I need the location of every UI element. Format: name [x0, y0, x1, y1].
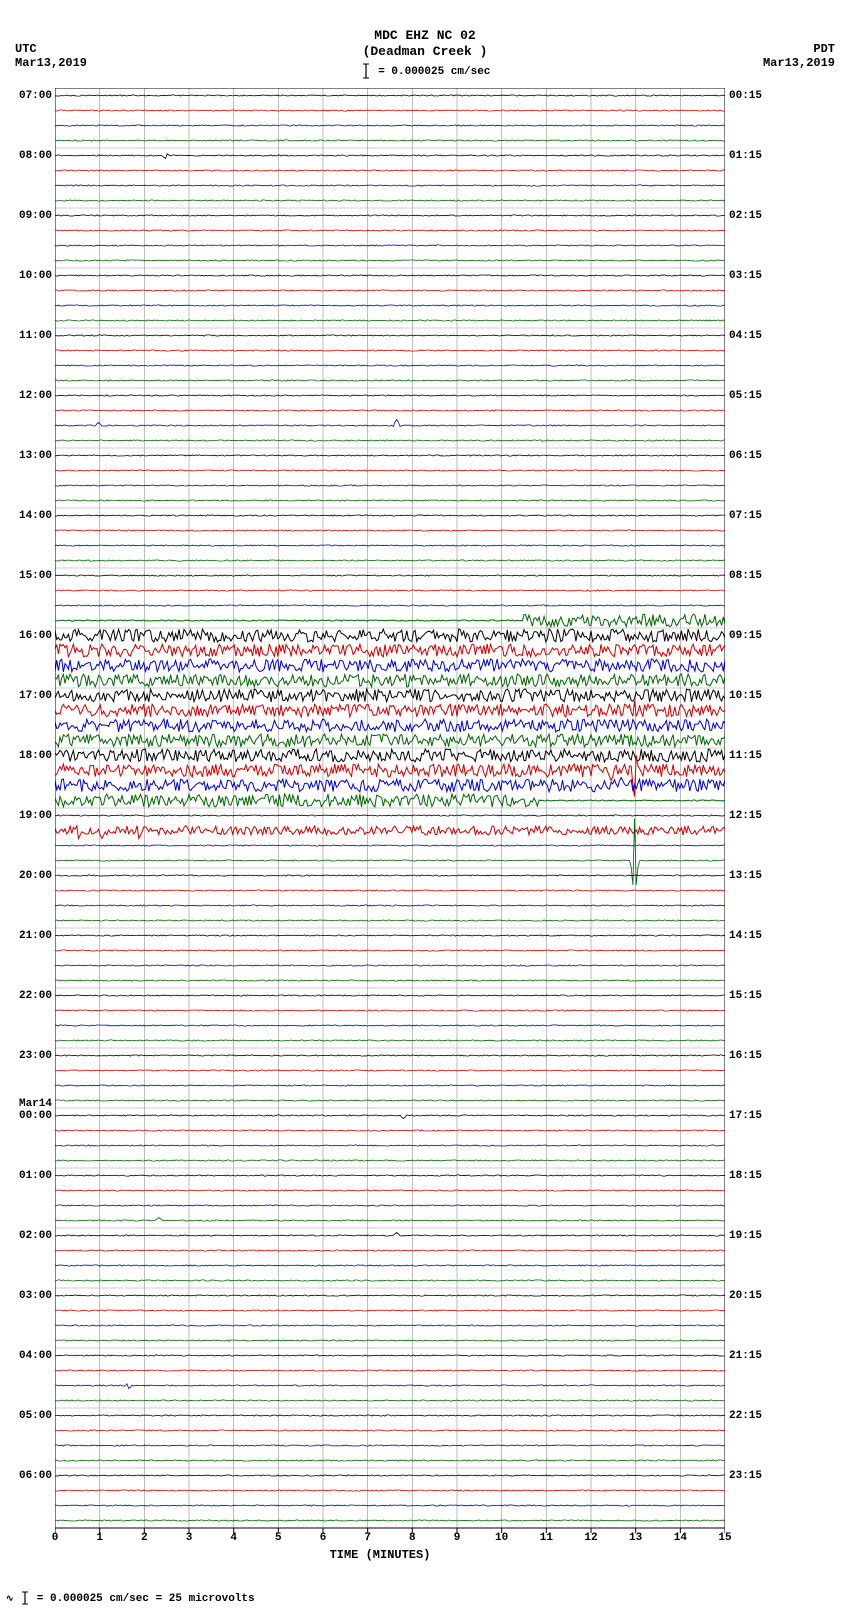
utc-time-label: 02:00: [4, 1230, 52, 1242]
pdt-time-label: 20:15: [729, 1290, 789, 1302]
utc-time-label: 07:00: [4, 90, 52, 102]
date-right: Mar13,2019: [763, 56, 835, 70]
pdt-time-label: 05:15: [729, 390, 789, 402]
footer-scale: ∿ = 0.000025 cm/sec = 25 microvolts: [6, 1591, 255, 1605]
header: MDC EHZ NC 02 (Deadman Creek ) = 0.00002…: [0, 28, 850, 79]
xaxis-tick: 9: [447, 1532, 467, 1544]
pdt-time-label: 03:15: [729, 270, 789, 282]
seismogram-plot: [55, 88, 725, 1528]
pdt-time-label: 17:15: [729, 1110, 789, 1122]
pdt-time-label: 00:15: [729, 90, 789, 102]
pdt-time-label: 16:15: [729, 1050, 789, 1062]
utc-time-label: 22:00: [4, 990, 52, 1002]
scale-text: = 0.000025 cm/sec: [378, 66, 490, 78]
pdt-time-label: 06:15: [729, 450, 789, 462]
utc-time-label: 10:00: [4, 270, 52, 282]
scale-indicator: = 0.000025 cm/sec: [0, 63, 850, 79]
pdt-time-label: 14:15: [729, 930, 789, 942]
xaxis-tick: 14: [670, 1532, 690, 1544]
pdt-time-label: 21:15: [729, 1350, 789, 1362]
pdt-time-label: 07:15: [729, 510, 789, 522]
pdt-time-label: 18:15: [729, 1170, 789, 1182]
utc-time-label: 16:00: [4, 630, 52, 642]
timezone-left: UTC: [15, 42, 37, 56]
xaxis-tick: 3: [179, 1532, 199, 1544]
footer-text: = 0.000025 cm/sec = 25 microvolts: [37, 1593, 255, 1605]
day-label: Mar14: [4, 1098, 52, 1110]
pdt-time-label: 12:15: [729, 810, 789, 822]
pdt-time-label: 04:15: [729, 330, 789, 342]
utc-time-label: 15:00: [4, 570, 52, 582]
pdt-time-label: 15:15: [729, 990, 789, 1002]
utc-time-label: 11:00: [4, 330, 52, 342]
xaxis-tick: 2: [134, 1532, 154, 1544]
xaxis-tick: 11: [536, 1532, 556, 1544]
utc-time-label: 08:00: [4, 150, 52, 162]
pdt-time-label: 13:15: [729, 870, 789, 882]
seismogram-container: MDC EHZ NC 02 (Deadman Creek ) = 0.00002…: [0, 0, 850, 1613]
utc-time-label: 17:00: [4, 690, 52, 702]
xaxis-tick: 6: [313, 1532, 333, 1544]
utc-time-label: 23:00: [4, 1050, 52, 1062]
pdt-time-label: 08:15: [729, 570, 789, 582]
pdt-time-label: 10:15: [729, 690, 789, 702]
utc-time-label: 13:00: [4, 450, 52, 462]
pdt-time-label: 22:15: [729, 1410, 789, 1422]
xaxis-tick: 7: [358, 1532, 378, 1544]
utc-time-label: 12:00: [4, 390, 52, 402]
date-left: Mar13,2019: [15, 56, 87, 70]
xaxis-tick: 15: [715, 1532, 735, 1544]
xaxis-tick: 12: [581, 1532, 601, 1544]
pdt-time-label: 23:15: [729, 1470, 789, 1482]
utc-time-label: 21:00: [4, 930, 52, 942]
utc-time-label: 19:00: [4, 810, 52, 822]
utc-time-label: 20:00: [4, 870, 52, 882]
xaxis-tick: 5: [268, 1532, 288, 1544]
utc-time-label: 04:00: [4, 1350, 52, 1362]
xaxis-tick: 0: [45, 1532, 65, 1544]
utc-time-label: 06:00: [4, 1470, 52, 1482]
utc-time-label: 18:00: [4, 750, 52, 762]
xaxis-tick: 8: [402, 1532, 422, 1544]
utc-time-label: 01:00: [4, 1170, 52, 1182]
pdt-time-label: 02:15: [729, 210, 789, 222]
seismogram-svg: [55, 88, 725, 1548]
pdt-time-label: 09:15: [729, 630, 789, 642]
pdt-time-label: 19:15: [729, 1230, 789, 1242]
utc-time-label: 09:00: [4, 210, 52, 222]
xaxis-tick: 13: [626, 1532, 646, 1544]
xaxis-tick: 10: [492, 1532, 512, 1544]
pdt-time-label: 11:15: [729, 750, 789, 762]
xaxis-tick: 1: [90, 1532, 110, 1544]
utc-time-label: 14:00: [4, 510, 52, 522]
xaxis-tick: 4: [224, 1532, 244, 1544]
utc-time-label: 05:00: [4, 1410, 52, 1422]
station-id: MDC EHZ NC 02: [0, 28, 850, 44]
timezone-right: PDT: [813, 42, 835, 56]
utc-time-label: 03:00: [4, 1290, 52, 1302]
utc-time-label: 00:00: [4, 1110, 52, 1122]
pdt-time-label: 01:15: [729, 150, 789, 162]
station-name: (Deadman Creek ): [0, 44, 850, 60]
xaxis-label: TIME (MINUTES): [280, 1548, 480, 1562]
